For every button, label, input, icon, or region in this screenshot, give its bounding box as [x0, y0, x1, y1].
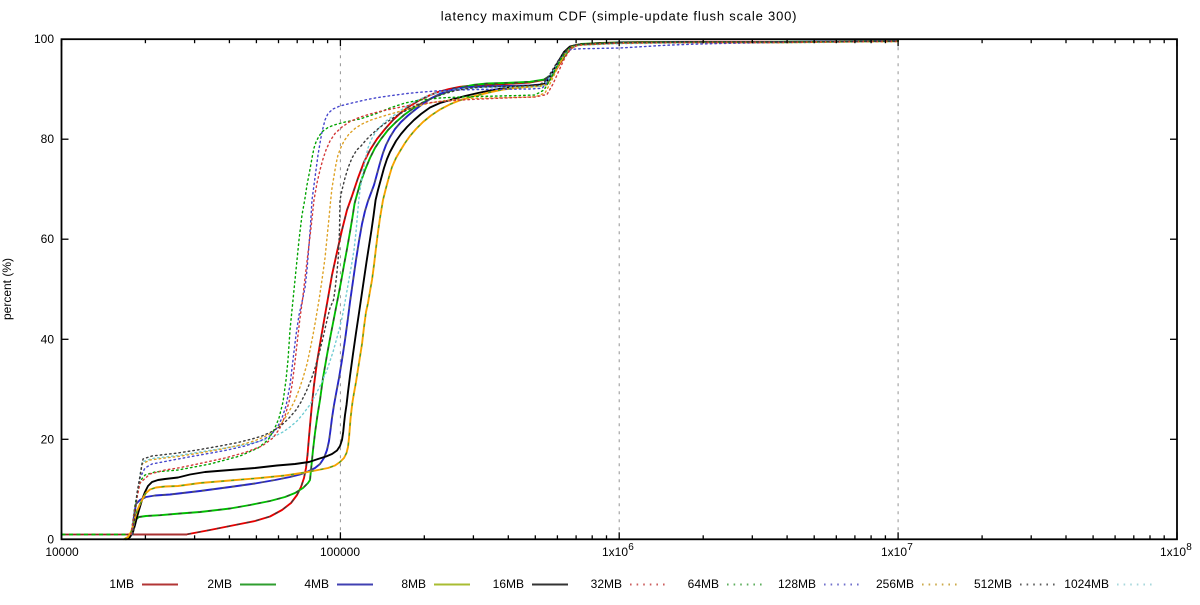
svg-text:20: 20 — [41, 432, 55, 446]
svg-text:100000: 100000 — [320, 545, 360, 559]
svg-text:256MB: 256MB — [876, 577, 914, 591]
svg-text:8: 8 — [1186, 542, 1192, 553]
svg-text:6: 6 — [628, 542, 634, 553]
svg-text:1024MB: 1024MB — [1064, 577, 1109, 591]
svg-text:512MB: 512MB — [974, 577, 1012, 591]
svg-text:10000: 10000 — [45, 545, 79, 559]
svg-text:latency maximum CDF (simple-up: latency maximum CDF (simple-update flush… — [441, 9, 798, 24]
svg-text:80: 80 — [41, 132, 55, 146]
svg-text:1x10: 1x10 — [1160, 545, 1186, 559]
svg-text:8MB: 8MB — [401, 577, 426, 591]
svg-text:100: 100 — [34, 32, 54, 46]
svg-text:0: 0 — [47, 532, 54, 546]
svg-text:4MB: 4MB — [304, 577, 329, 591]
svg-text:16MB: 16MB — [493, 577, 524, 591]
svg-text:percent (%): percent (%) — [0, 258, 14, 320]
svg-text:1x10: 1x10 — [881, 545, 907, 559]
svg-text:40: 40 — [41, 332, 55, 346]
svg-text:1MB: 1MB — [109, 577, 134, 591]
svg-text:7: 7 — [907, 542, 913, 553]
svg-text:128MB: 128MB — [778, 577, 816, 591]
svg-text:60: 60 — [41, 232, 55, 246]
svg-text:32MB: 32MB — [591, 577, 622, 591]
svg-text:1x10: 1x10 — [602, 545, 628, 559]
svg-text:64MB: 64MB — [688, 577, 719, 591]
svg-text:2MB: 2MB — [207, 577, 232, 591]
